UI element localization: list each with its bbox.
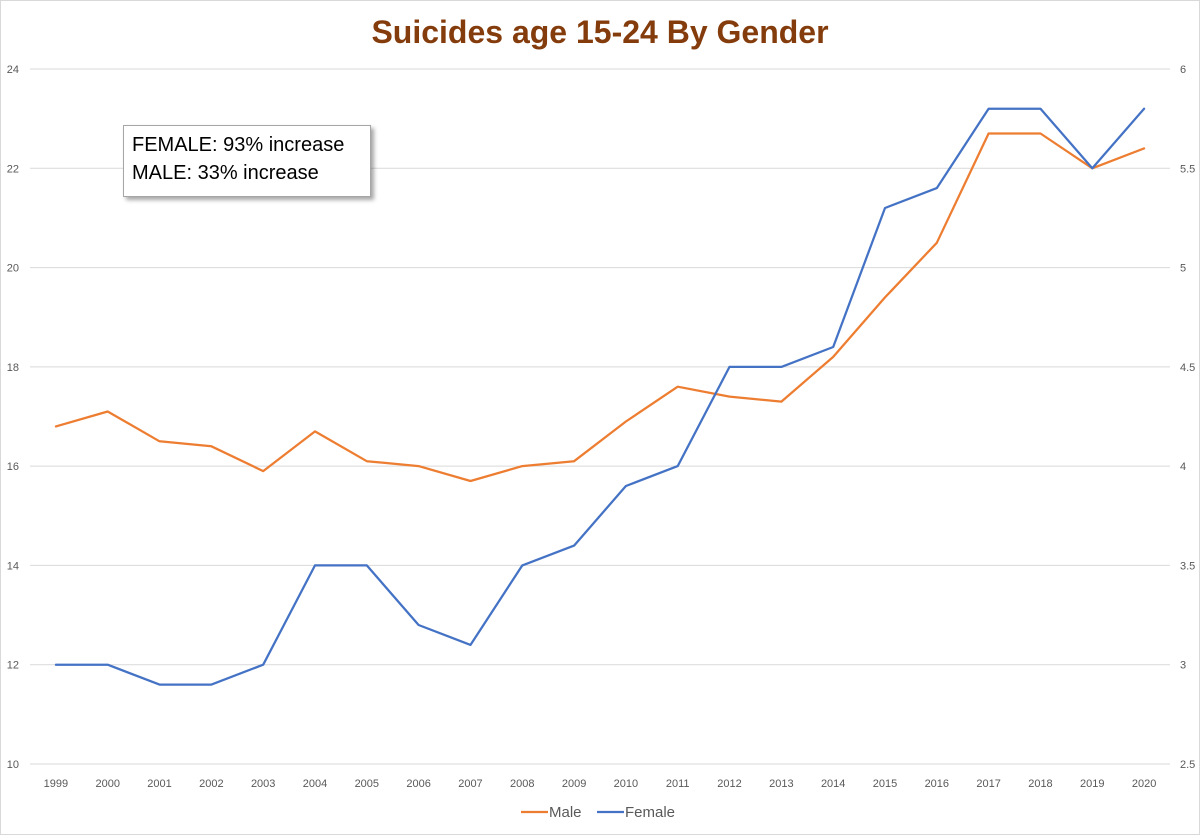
y-right-tick-label: 2.5 <box>1180 759 1195 771</box>
x-tick-label: 2008 <box>510 778 534 790</box>
legend: Male Female <box>521 804 675 821</box>
y-right-tick-label: 5 <box>1180 263 1186 275</box>
y-left-tick-label: 16 <box>7 461 19 473</box>
axes: 10 12 14 16 18 20 22 24 2.5 3 3.5 4 4.5 5 5.5 6 1999 2000… <box>7 64 1196 790</box>
x-tick-label: 2011 <box>666 778 690 790</box>
x-tick-label: 2010 <box>614 778 638 790</box>
x-tick-label: 2003 <box>251 778 275 790</box>
x-tick-label: 2019 <box>1080 778 1104 790</box>
x-tick-label: 2007 <box>458 778 482 790</box>
y-left-tick-label: 20 <box>7 263 19 275</box>
x-tick-label: 2014 <box>821 778 845 790</box>
x-tick-label: 2000 <box>95 778 119 790</box>
y-right-tick-label: 4 <box>1180 461 1186 473</box>
y-left-tick-label: 12 <box>7 660 19 672</box>
x-tick-label: 2001 <box>147 778 171 790</box>
chart-title: Suicides age 15-24 By Gender <box>371 14 829 50</box>
x-tick-label: 1999 <box>44 778 68 790</box>
y-left-tick-label: 22 <box>7 163 19 175</box>
y-right-tick-label: 3.5 <box>1180 560 1195 572</box>
annotation-male: MALE: 33% increase <box>132 162 319 184</box>
y-right-tick-label: 6 <box>1180 64 1186 76</box>
annotation-female: FEMALE: 93% increase <box>132 134 345 156</box>
x-tick-label: 2016 <box>925 778 949 790</box>
y-right-tick-label: 4.5 <box>1180 362 1195 374</box>
x-tick-label: 2005 <box>355 778 379 790</box>
x-tick-label: 2018 <box>1028 778 1052 790</box>
series-line-male <box>54 132 1146 483</box>
x-tick-label: 2004 <box>303 778 327 790</box>
x-tick-label: 2020 <box>1132 778 1156 790</box>
annotation-box: FEMALE: 93% increase MALE: 33% increase <box>123 125 371 197</box>
y-right-tick-label: 3 <box>1180 660 1186 672</box>
y-left-tick-label: 10 <box>7 759 19 771</box>
legend-label-female: Female <box>625 804 675 821</box>
x-tick-label: 2012 <box>717 778 741 790</box>
x-tick-label: 2015 <box>873 778 897 790</box>
y-right-tick-label: 5.5 <box>1180 163 1195 175</box>
x-tick-label: 2006 <box>406 778 430 790</box>
x-tick-label: 2013 <box>769 778 793 790</box>
y-left-tick-label: 14 <box>7 560 19 572</box>
series-line-female <box>54 107 1146 686</box>
x-tick-label: 2002 <box>199 778 223 790</box>
y-left-tick-label: 18 <box>7 362 19 374</box>
y-left-tick-label: 24 <box>7 64 19 76</box>
legend-label-male: Male <box>549 804 582 821</box>
x-tick-label: 2017 <box>976 778 1000 790</box>
x-tick-label: 2009 <box>562 778 586 790</box>
series-lines <box>54 107 1146 686</box>
